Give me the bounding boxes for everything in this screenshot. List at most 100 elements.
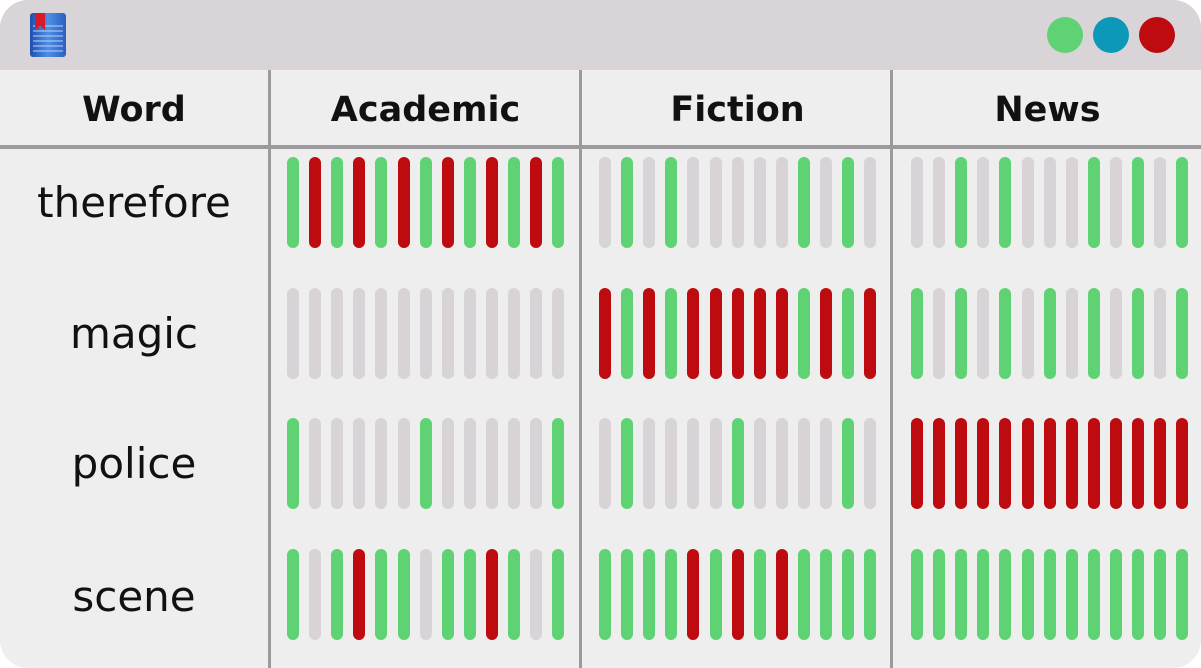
bar-positive bbox=[621, 418, 634, 509]
column-divider bbox=[579, 70, 582, 668]
bar-positive bbox=[955, 288, 968, 379]
bar-neutral bbox=[463, 288, 476, 379]
bar-neutral bbox=[375, 418, 388, 509]
bar-positive bbox=[1087, 549, 1100, 640]
window-red-button[interactable] bbox=[1139, 17, 1175, 53]
bar-neutral bbox=[530, 418, 543, 509]
bar-neutral bbox=[933, 157, 946, 248]
bar-neutral bbox=[599, 418, 611, 509]
bar-neutral bbox=[911, 157, 923, 248]
bar-neutral bbox=[1065, 157, 1078, 248]
bar-positive bbox=[911, 288, 923, 379]
bar-positive bbox=[911, 549, 923, 640]
bar-neutral bbox=[375, 288, 388, 379]
bar-neutral bbox=[309, 288, 322, 379]
bar-neutral bbox=[508, 288, 520, 379]
bar-positive bbox=[599, 549, 611, 640]
bar-neutral bbox=[463, 418, 476, 509]
bar-neutral bbox=[643, 418, 656, 509]
word-label: police bbox=[71, 439, 197, 488]
bar-neutral bbox=[709, 418, 722, 509]
bar-positive bbox=[1065, 549, 1078, 640]
bar-positive bbox=[665, 157, 678, 248]
bar-neutral bbox=[419, 549, 432, 640]
bar-neutral bbox=[353, 288, 366, 379]
bar-neutral bbox=[485, 418, 498, 509]
bar-negative bbox=[485, 157, 498, 248]
bar-positive bbox=[955, 157, 968, 248]
bar-negative bbox=[441, 157, 454, 248]
bar-neutral bbox=[309, 418, 322, 509]
bar-positive bbox=[1132, 549, 1144, 640]
bar-neutral bbox=[1154, 157, 1167, 248]
bar-neutral bbox=[1043, 157, 1056, 248]
bar-neutral bbox=[753, 157, 766, 248]
window-green-button[interactable] bbox=[1047, 17, 1083, 53]
bar-neutral bbox=[977, 288, 990, 379]
bar-neutral bbox=[1109, 157, 1122, 248]
bar-neutral bbox=[1109, 288, 1122, 379]
bar-positive bbox=[665, 549, 678, 640]
bar-negative bbox=[775, 288, 788, 379]
bar-neutral bbox=[419, 288, 432, 379]
bar-neutral bbox=[977, 157, 990, 248]
bar-positive bbox=[820, 549, 832, 640]
bar-positive bbox=[977, 549, 990, 640]
bar-positive bbox=[1087, 157, 1100, 248]
bar-positive bbox=[463, 549, 476, 640]
bar-positive bbox=[287, 157, 299, 248]
bar-positive bbox=[1087, 288, 1100, 379]
bar-positive bbox=[999, 288, 1012, 379]
bar-negative bbox=[1154, 418, 1167, 509]
bar-positive bbox=[1021, 549, 1034, 640]
bar-positive bbox=[552, 157, 565, 248]
header-news: News bbox=[994, 90, 1101, 130]
bar-positive bbox=[842, 288, 855, 379]
bar-neutral bbox=[643, 157, 656, 248]
bar-negative bbox=[753, 288, 766, 379]
bar-positive bbox=[709, 549, 722, 640]
title-bar bbox=[0, 0, 1201, 70]
bar-negative bbox=[820, 288, 832, 379]
bar-positive bbox=[1176, 288, 1189, 379]
bar-positive bbox=[397, 549, 410, 640]
book-icon[interactable] bbox=[29, 12, 67, 58]
bar-negative bbox=[643, 288, 656, 379]
bar-positive bbox=[621, 288, 634, 379]
bar-neutral bbox=[441, 288, 454, 379]
bar-positive bbox=[552, 549, 565, 640]
bar-negative bbox=[775, 549, 788, 640]
bar-neutral bbox=[820, 157, 832, 248]
bar-neutral bbox=[287, 288, 299, 379]
bar-positive bbox=[842, 418, 855, 509]
bar-positive bbox=[643, 549, 656, 640]
bar-neutral bbox=[864, 157, 877, 248]
bar-neutral bbox=[485, 288, 498, 379]
bar-positive bbox=[1154, 549, 1167, 640]
column-divider bbox=[268, 70, 271, 668]
column-divider bbox=[890, 70, 893, 668]
bar-negative bbox=[933, 418, 946, 509]
bar-positive bbox=[1043, 288, 1056, 379]
bar-neutral bbox=[775, 157, 788, 248]
bar-negative bbox=[687, 549, 700, 640]
bar-positive bbox=[419, 418, 432, 509]
bar-negative bbox=[1043, 418, 1056, 509]
bar-positive bbox=[287, 418, 299, 509]
bar-neutral bbox=[353, 418, 366, 509]
bar-positive bbox=[753, 549, 766, 640]
bar-positive bbox=[1132, 288, 1144, 379]
word-label: scene bbox=[72, 572, 196, 621]
bar-neutral bbox=[331, 418, 344, 509]
bar-positive bbox=[864, 549, 877, 640]
bar-neutral bbox=[687, 157, 700, 248]
bar-positive bbox=[1043, 549, 1056, 640]
bar-positive bbox=[955, 549, 968, 640]
bar-neutral bbox=[331, 288, 344, 379]
bar-negative bbox=[1132, 418, 1144, 509]
bar-neutral bbox=[441, 418, 454, 509]
bar-positive bbox=[1132, 157, 1144, 248]
window-teal-button[interactable] bbox=[1093, 17, 1129, 53]
bar-positive bbox=[441, 549, 454, 640]
